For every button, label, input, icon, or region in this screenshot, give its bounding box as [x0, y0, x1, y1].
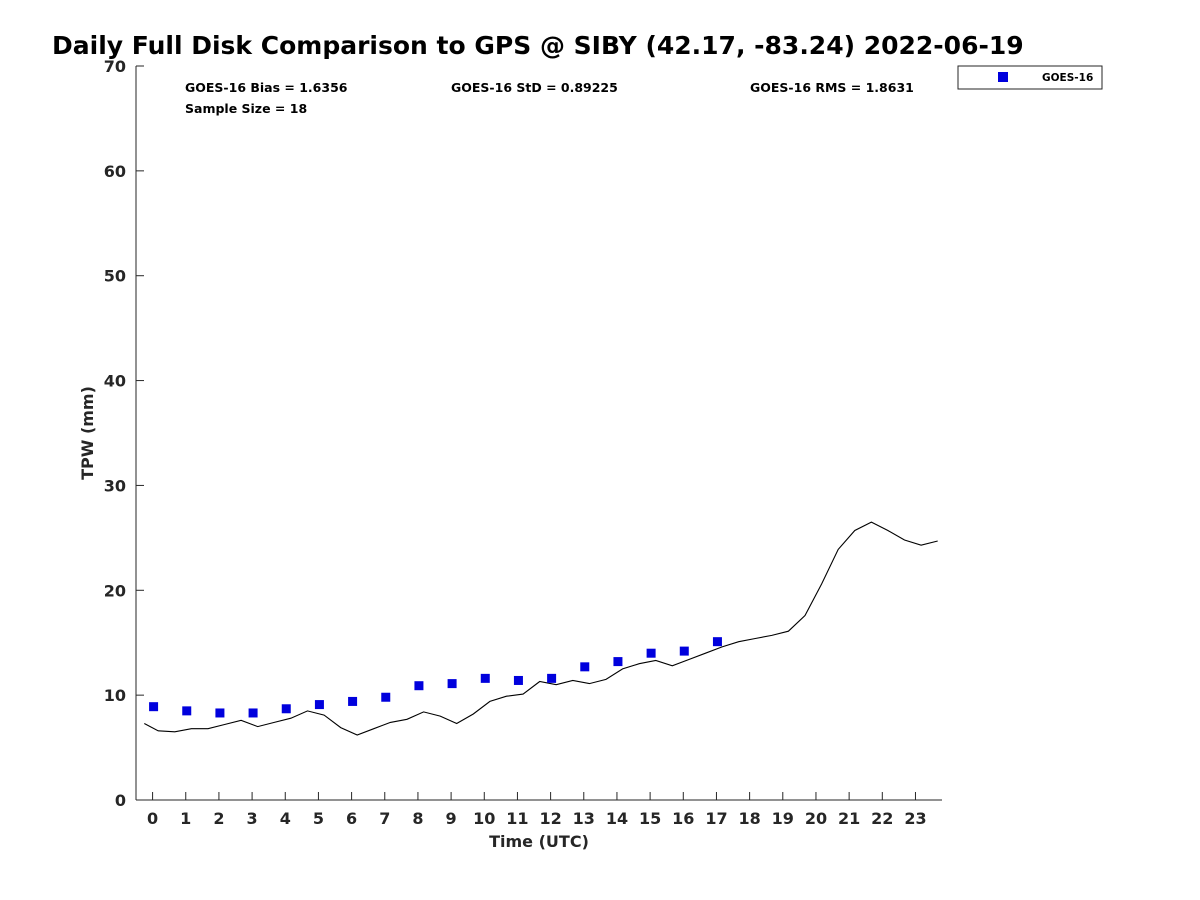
x-tick-label: 0	[147, 809, 158, 828]
x-tick-label: 4	[280, 809, 291, 828]
goes16-point	[248, 708, 258, 718]
x-tick-label: 19	[772, 809, 794, 828]
goes16-point	[646, 648, 656, 658]
goes16-point	[182, 706, 192, 716]
y-tick-label: 30	[104, 476, 126, 495]
goes16-point	[547, 673, 557, 683]
x-tick-label: 1	[180, 809, 191, 828]
sample-size-stat: Sample Size = 18	[185, 101, 307, 116]
y-tick-label: 10	[104, 686, 126, 705]
x-tick-label: 12	[539, 809, 561, 828]
goes16-point	[679, 646, 689, 656]
goes16-point	[215, 708, 225, 718]
goes16-point	[480, 673, 490, 683]
goes16-point	[281, 704, 291, 714]
legend-box	[957, 65, 1103, 90]
x-tick-label: 17	[705, 809, 727, 828]
goes16-point	[580, 662, 590, 672]
x-tick-label: 23	[904, 809, 926, 828]
x-tick-label: 6	[346, 809, 357, 828]
legend-marker-goes16	[998, 72, 1008, 82]
gps-line-series	[144, 521, 938, 736]
legend: GOES-16	[957, 65, 1103, 90]
goes16-point	[447, 679, 457, 689]
x-tick-label: 5	[313, 809, 324, 828]
x-tick-label: 10	[473, 809, 495, 828]
x-tick-label: 11	[506, 809, 528, 828]
goes16-scatter-series	[149, 637, 722, 718]
y-ticks: 0 10 20 30 40 50 60 70	[104, 57, 144, 810]
x-tick-label: 2	[213, 809, 224, 828]
y-tick-label: 60	[104, 162, 126, 181]
goes16-point	[712, 637, 722, 647]
x-tick-label: 3	[247, 809, 258, 828]
y-tick-label: 50	[104, 267, 126, 286]
rms-stat: GOES-16 RMS = 1.8631	[750, 80, 914, 95]
y-tick-label: 70	[104, 57, 126, 76]
bias-stat: GOES-16 Bias = 1.6356	[185, 80, 348, 95]
y-tick-label: 40	[104, 372, 126, 391]
x-ticks: 0 1 2 3 4 5 6 7 8 9 10 11 12 13 14 15 16 17 18 19 20 21 22 23	[147, 792, 927, 828]
x-tick-label: 13	[573, 809, 595, 828]
x-tick-label: 21	[838, 809, 860, 828]
x-tick-label: 20	[805, 809, 827, 828]
goes16-point	[381, 692, 391, 702]
goes16-point	[613, 657, 623, 667]
goes16-point	[314, 700, 324, 710]
goes16-point	[513, 675, 523, 685]
x-tick-label: 8	[412, 809, 423, 828]
std-stat: GOES-16 StD = 0.89225	[451, 80, 618, 95]
chart-title: Daily Full Disk Comparison to GPS @ SIBY…	[52, 31, 1024, 60]
goes16-point	[149, 702, 159, 712]
y-tick-label: 0	[115, 791, 126, 810]
x-axis-label: Time (UTC)	[489, 832, 589, 851]
x-tick-label: 16	[672, 809, 694, 828]
x-tick-label: 18	[738, 809, 760, 828]
x-tick-label: 22	[871, 809, 893, 828]
x-tick-label: 15	[639, 809, 661, 828]
y-axis-label: TPW (mm)	[78, 386, 97, 480]
goes16-point	[414, 681, 424, 691]
legend-label-goes16: GOES-16	[1042, 72, 1093, 84]
y-tick-label: 20	[104, 581, 126, 600]
x-tick-label: 9	[446, 809, 457, 828]
goes16-point	[348, 696, 358, 706]
gps-line	[144, 521, 938, 736]
x-tick-label: 14	[606, 809, 628, 828]
x-tick-label: 7	[379, 809, 390, 828]
